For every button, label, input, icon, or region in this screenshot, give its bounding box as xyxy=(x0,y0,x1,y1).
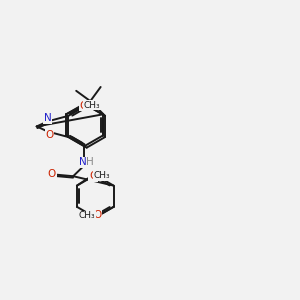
Text: H: H xyxy=(86,157,94,167)
Text: O: O xyxy=(48,169,56,179)
Text: O: O xyxy=(45,130,53,140)
Text: CH₃: CH₃ xyxy=(84,101,101,110)
Text: N: N xyxy=(44,113,52,123)
Text: O: O xyxy=(79,101,88,111)
Text: O: O xyxy=(89,171,97,181)
Text: CH₃: CH₃ xyxy=(79,212,95,220)
Text: N: N xyxy=(79,157,87,167)
Text: CH₃: CH₃ xyxy=(94,171,110,180)
Text: O: O xyxy=(93,210,102,220)
